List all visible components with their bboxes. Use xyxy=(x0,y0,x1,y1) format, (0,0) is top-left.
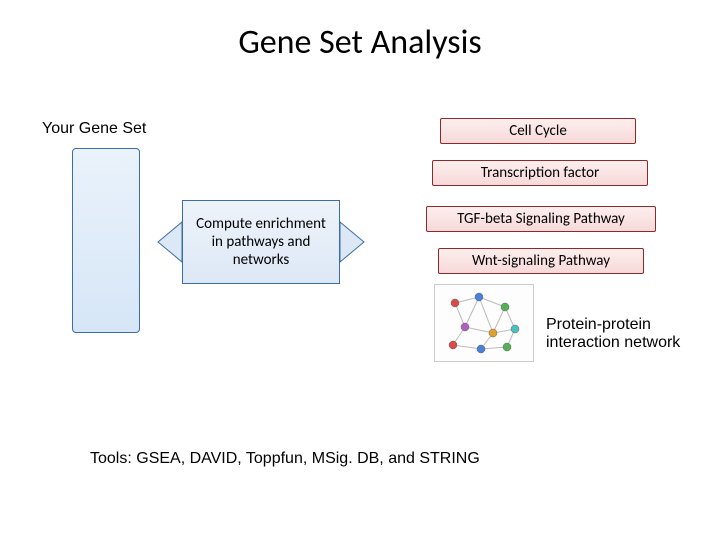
pathway-box: Cell Cycle xyxy=(440,118,636,144)
tools-line: Tools: GSEA, DAVID, Toppfun, MSig. DB, a… xyxy=(90,450,480,468)
pathway-box: Wnt-signaling Pathway xyxy=(438,248,644,274)
gene-set-label: Your Gene Set xyxy=(42,120,146,138)
network-label: Protein-protein interaction network xyxy=(546,316,696,352)
page-title: Gene Set Analysis xyxy=(0,22,720,63)
pathway-label: Wnt-signaling Pathway xyxy=(472,252,610,270)
compute-arrow-text: Compute enrichment in pathways and netwo… xyxy=(191,215,331,269)
arrow-head-right-icon xyxy=(340,222,364,262)
gene-set-box xyxy=(72,148,140,333)
network-thumbnail xyxy=(434,284,534,362)
arrow-head-left-icon xyxy=(158,222,182,262)
pathway-label: TGF-beta Signaling Pathway xyxy=(457,210,625,228)
pathway-label: Transcription factor xyxy=(481,164,599,182)
pathway-box: TGF-beta Signaling Pathway xyxy=(426,206,656,232)
pathway-label: Cell Cycle xyxy=(509,122,567,140)
pathway-box: Transcription factor xyxy=(432,160,648,186)
compute-arrow: Compute enrichment in pathways and netwo… xyxy=(182,200,340,284)
